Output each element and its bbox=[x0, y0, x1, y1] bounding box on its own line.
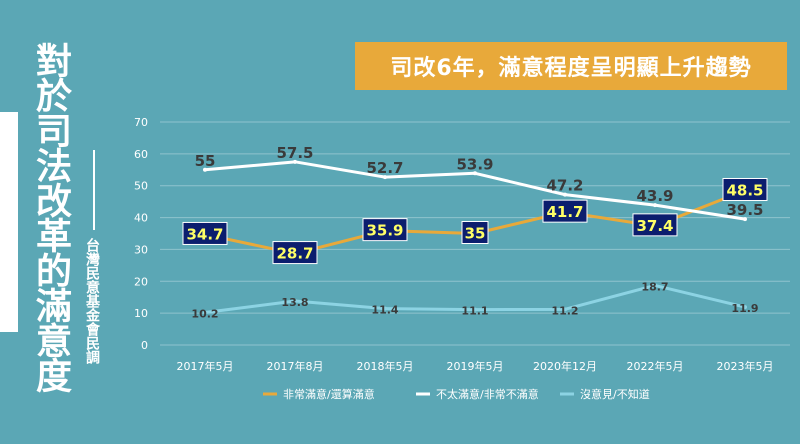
data-point bbox=[203, 167, 207, 172]
data-point bbox=[653, 283, 657, 288]
data-label: 37.4 bbox=[636, 217, 673, 235]
headline-banner: 司改6年，滿意程度呈明顯上升趨勢 bbox=[355, 42, 787, 90]
y-tick-label: 10 bbox=[134, 307, 148, 320]
data-label: 11.1 bbox=[461, 305, 488, 318]
data-label: 39.5 bbox=[726, 201, 763, 219]
y-tick-label: 60 bbox=[134, 148, 148, 161]
data-label-box bbox=[461, 221, 489, 244]
x-tick-label: 2023年5月 bbox=[717, 359, 774, 373]
data-point bbox=[293, 299, 297, 304]
data-label: 11.9 bbox=[731, 302, 758, 315]
data-label: 11.2 bbox=[551, 304, 578, 317]
data-point bbox=[563, 307, 567, 312]
data-point bbox=[473, 307, 477, 312]
data-label: 47.2 bbox=[546, 177, 583, 195]
data-label: 18.7 bbox=[641, 280, 668, 293]
data-point bbox=[383, 306, 387, 311]
y-tick-label: 50 bbox=[134, 180, 148, 193]
data-label-box bbox=[362, 218, 408, 242]
data-label: 28.7 bbox=[276, 245, 313, 263]
data-label-box bbox=[542, 199, 588, 223]
data-label: 41.7 bbox=[546, 203, 583, 221]
legend-label: 不太滿意/非常不滿意 bbox=[436, 387, 539, 401]
data-point bbox=[743, 305, 747, 310]
data-point bbox=[563, 192, 567, 197]
data-point bbox=[743, 217, 747, 222]
data-label: 13.8 bbox=[281, 296, 308, 309]
data-label: 57.5 bbox=[276, 144, 313, 162]
data-label-box bbox=[632, 213, 678, 237]
data-point bbox=[653, 203, 657, 208]
x-tick-label: 2017年5月 bbox=[177, 359, 234, 373]
x-tick-label: 2017年8月 bbox=[267, 359, 324, 373]
x-tick-label: 2018年5月 bbox=[357, 359, 414, 373]
data-label-box bbox=[722, 177, 768, 201]
data-label-box bbox=[272, 241, 318, 265]
data-label: 10.2 bbox=[191, 308, 218, 321]
data-point bbox=[293, 159, 297, 164]
left-accent-bar bbox=[0, 112, 18, 332]
y-tick-label: 30 bbox=[134, 243, 148, 256]
page-title: 對於司法改革的滿意度 bbox=[30, 42, 71, 392]
data-label: 52.7 bbox=[366, 159, 403, 177]
y-tick-label: 0 bbox=[141, 339, 148, 352]
source-label: 台灣民意基金會民調 bbox=[84, 238, 100, 364]
legend-label: 非常滿意/還算滿意 bbox=[283, 387, 375, 401]
data-label: 11.4 bbox=[371, 304, 398, 317]
data-point bbox=[473, 171, 477, 176]
data-label: 35.9 bbox=[366, 222, 403, 240]
legend-label: 沒意見/不知道 bbox=[580, 387, 650, 401]
data-label-box bbox=[182, 221, 228, 245]
data-point bbox=[383, 175, 387, 180]
data-point bbox=[203, 310, 207, 315]
data-label: 43.9 bbox=[636, 187, 673, 205]
x-tick-label: 2020年12月 bbox=[533, 359, 597, 373]
data-label: 35 bbox=[465, 225, 486, 243]
y-tick-label: 20 bbox=[134, 275, 148, 288]
data-label: 34.7 bbox=[186, 225, 223, 243]
y-tick-label: 40 bbox=[134, 212, 148, 225]
data-label: 55 bbox=[195, 152, 216, 170]
source-divider bbox=[93, 150, 95, 230]
x-tick-label: 2022年5月 bbox=[627, 359, 684, 373]
x-tick-label: 2019年5月 bbox=[447, 359, 504, 373]
data-label: 48.5 bbox=[726, 181, 763, 199]
data-label: 53.9 bbox=[456, 155, 493, 173]
y-tick-label: 70 bbox=[134, 116, 148, 129]
